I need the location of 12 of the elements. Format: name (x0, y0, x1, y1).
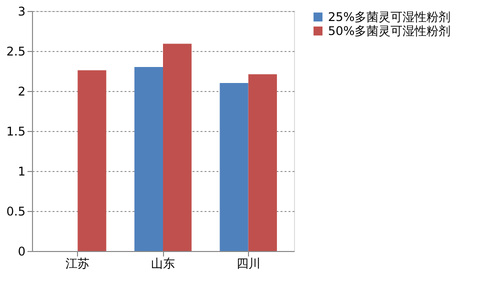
y-tick-label: 0.5 (6, 204, 26, 218)
y-tick-label: 1 (18, 164, 26, 178)
x-tick-label: 江苏 (66, 256, 90, 270)
y-tick-label: 0 (18, 244, 26, 258)
y-tick-label: 2 (18, 84, 26, 98)
legend-label: 25%多菌灵可湿性粉剂 (328, 10, 451, 24)
y-tick-label: 3 (18, 4, 26, 18)
y-tick-label: 1.5 (6, 124, 26, 138)
y-tick-label: 2.5 (6, 44, 26, 58)
legend-label: 50%多菌灵可湿性粉剂 (328, 24, 451, 38)
x-tick-label: 四川 (236, 256, 260, 270)
x-tick-label: 山东 (151, 256, 175, 270)
